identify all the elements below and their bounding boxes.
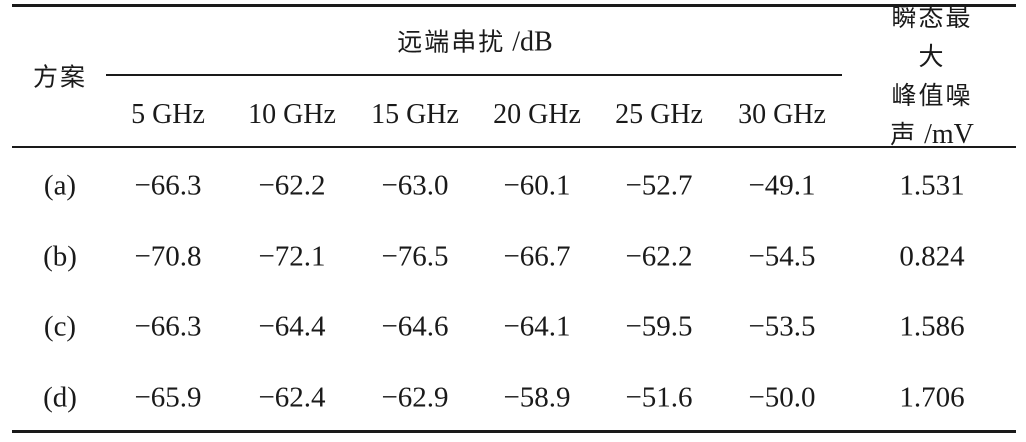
row-label: (d) [43, 381, 77, 414]
table-cell: −50.0 [748, 381, 816, 414]
table-cell: −70.8 [134, 240, 202, 273]
noise-header-line1: 瞬态最大 [891, 3, 973, 71]
freq-header: 20 GHz [493, 99, 581, 130]
table-cell: −52.7 [625, 169, 693, 202]
table-cell: −51.6 [625, 381, 693, 414]
table-cell: −62.4 [258, 381, 326, 414]
top-rule [12, 4, 1016, 7]
noise-header-line3: 声 /mV [885, 115, 979, 154]
table-cell: −54.5 [748, 240, 816, 273]
table-cell: −64.4 [258, 310, 326, 343]
table-cell: −62.9 [381, 381, 449, 414]
noise-header-line3-label: 声 [890, 120, 918, 149]
table-cell: −63.0 [381, 169, 449, 202]
group-header: 远端串扰 /dB [397, 28, 552, 57]
table-cell: −66.3 [134, 310, 202, 343]
table-cell: −60.1 [503, 169, 571, 202]
table-cell: −64.6 [381, 310, 449, 343]
group-header-underline [106, 74, 842, 76]
header-rule [12, 146, 1016, 148]
table-cell: −65.9 [134, 381, 202, 414]
table-cell: −49.1 [748, 169, 816, 202]
group-header-unit: /dB [505, 26, 553, 58]
freq-header: 5 GHz [131, 99, 205, 130]
group-header-label: 远端串扰 [397, 27, 506, 57]
noise-header-line2: 峰值噪 [891, 81, 973, 110]
table-cell: −62.2 [625, 240, 693, 273]
noise-header: 瞬态最大 峰值噪 声 /mV [885, 0, 979, 154]
freq-header: 10 GHz [248, 99, 336, 130]
bottom-rule [12, 430, 1016, 433]
row-label: (b) [43, 240, 77, 273]
row-label: (c) [43, 310, 77, 343]
table-cell: −66.7 [503, 240, 571, 273]
table-cell: −76.5 [381, 240, 449, 273]
noise-cell: 1.531 [899, 169, 965, 202]
noise-cell: 1.586 [899, 310, 965, 343]
freq-header: 15 GHz [371, 99, 459, 130]
noise-cell: 1.706 [899, 381, 965, 414]
row-header: 方案 [32, 62, 88, 92]
table-cell: −66.3 [134, 169, 202, 202]
freq-header: 25 GHz [615, 99, 703, 130]
table-cell: −62.2 [258, 169, 326, 202]
row-label: (a) [43, 169, 77, 202]
noise-header-unit: /mV [917, 119, 974, 150]
table-cell: −59.5 [625, 310, 693, 343]
table-cell: −58.9 [503, 381, 571, 414]
noise-cell: 0.824 [899, 240, 965, 273]
table-cell: −53.5 [748, 310, 816, 343]
freq-header: 30 GHz [738, 99, 826, 130]
table-cell: −72.1 [258, 240, 326, 273]
table-cell: −64.1 [503, 310, 571, 343]
